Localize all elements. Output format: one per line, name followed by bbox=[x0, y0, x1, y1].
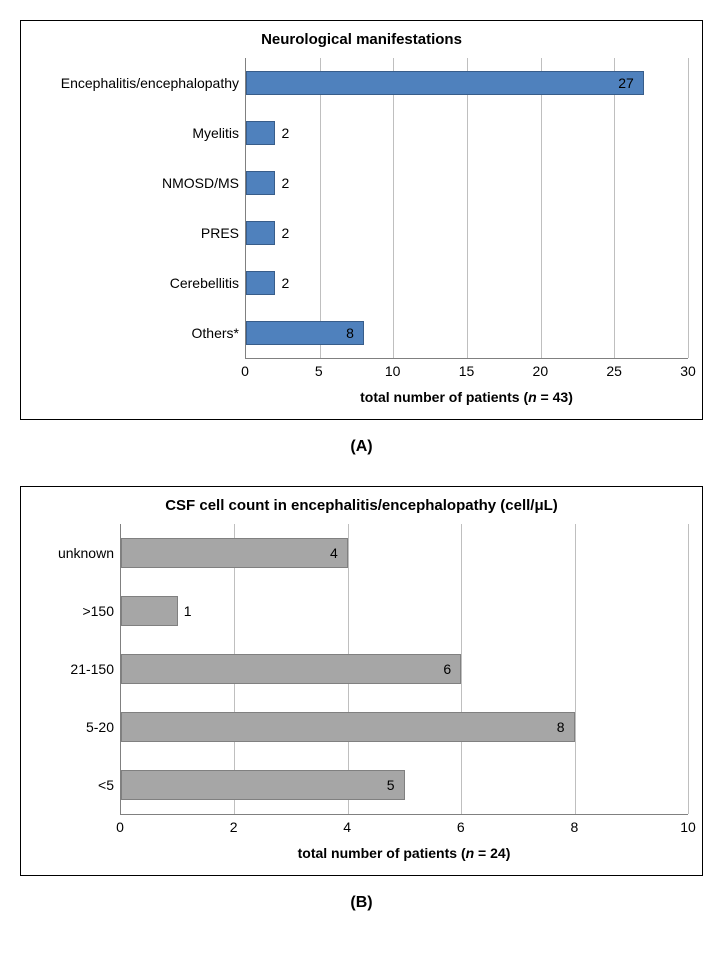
bar-value-label: 8 bbox=[346, 325, 354, 341]
chart-a-x-spacer bbox=[35, 359, 245, 387]
x-tick-label: 25 bbox=[606, 363, 622, 379]
bar bbox=[246, 171, 275, 195]
chart-b-x-axis: 0246810 bbox=[35, 815, 688, 843]
category-label: NMOSD/MS bbox=[35, 175, 245, 191]
x-tick-label: 30 bbox=[680, 363, 696, 379]
bar-value-label: 1 bbox=[184, 603, 192, 619]
category-label: PRES bbox=[35, 225, 245, 241]
category-label: >150 bbox=[35, 603, 120, 619]
category-label: unknown bbox=[35, 545, 120, 561]
bar-value-label: 2 bbox=[281, 225, 289, 241]
x-tick-label: 4 bbox=[343, 819, 351, 835]
chart-a-rows: Encephalitis/encephalopathy27Myelitis2NM… bbox=[35, 58, 688, 359]
bar bbox=[121, 538, 348, 568]
bar bbox=[121, 596, 178, 626]
x-tick-label: 2 bbox=[230, 819, 238, 835]
bar-value-label: 2 bbox=[281, 175, 289, 191]
bar-area: 2 bbox=[245, 108, 688, 158]
bar-area: 1 bbox=[120, 582, 688, 640]
chart-a-x-ticks: 051015202530 bbox=[245, 359, 688, 387]
bar-row: <5 5 bbox=[35, 756, 688, 814]
bar-area: 8 bbox=[245, 308, 688, 358]
bar-area: 8 bbox=[120, 698, 688, 756]
chart-a-plot: Encephalitis/encephalopathy27Myelitis2NM… bbox=[35, 58, 688, 405]
bar-row: Myelitis 2 bbox=[35, 108, 688, 158]
bar-value-label: 2 bbox=[281, 275, 289, 291]
bar-row: Cerebellitis 2 bbox=[35, 258, 688, 308]
bar bbox=[246, 271, 275, 295]
bar bbox=[121, 712, 575, 742]
bar-area: 5 bbox=[120, 756, 688, 814]
bar-area: 6 bbox=[120, 640, 688, 698]
bar bbox=[121, 654, 461, 684]
category-label: <5 bbox=[35, 777, 120, 793]
x-tick-label: 5 bbox=[315, 363, 323, 379]
bar-row: NMOSD/MS 2 bbox=[35, 158, 688, 208]
x-tick-label: 0 bbox=[241, 363, 249, 379]
bar bbox=[121, 770, 405, 800]
bar-value-label: 2 bbox=[281, 125, 289, 141]
category-label: Others* bbox=[35, 325, 245, 341]
bar-row: 21-150 6 bbox=[35, 640, 688, 698]
chart-b-title: CSF cell count in encephalitis/encephalo… bbox=[35, 497, 688, 514]
bar bbox=[246, 121, 275, 145]
chart-b-panel-label: (B) bbox=[20, 894, 703, 912]
x-tick-label: 20 bbox=[533, 363, 549, 379]
x-tick-label: 15 bbox=[459, 363, 475, 379]
x-tick-label: 0 bbox=[116, 819, 124, 835]
bar-value-label: 27 bbox=[618, 75, 634, 91]
category-label: Encephalitis/encephalopathy bbox=[35, 75, 245, 91]
chart-b-x-spacer bbox=[35, 815, 120, 843]
bar-area: 2 bbox=[245, 258, 688, 308]
bar bbox=[246, 221, 275, 245]
category-label: 21-150 bbox=[35, 661, 120, 677]
chart-b-container: CSF cell count in encephalitis/encephalo… bbox=[20, 486, 703, 876]
x-tick-label: 10 bbox=[680, 819, 696, 835]
chart-a-panel-label: (A) bbox=[20, 438, 703, 456]
category-label: 5-20 bbox=[35, 719, 120, 735]
bar-value-label: 4 bbox=[330, 545, 338, 561]
category-label: Myelitis bbox=[35, 125, 245, 141]
bar-area: 27 bbox=[245, 58, 688, 108]
bar-area: 2 bbox=[245, 158, 688, 208]
chart-b-rows: unknown 4 >150 1 21-150 6 5-20 8 <5 5 bbox=[35, 524, 688, 815]
bar-value-label: 8 bbox=[557, 719, 565, 735]
category-label: Cerebellitis bbox=[35, 275, 245, 291]
bar-area: 2 bbox=[245, 208, 688, 258]
chart-b-plot: unknown4>150121-15065-208<55 0246810 tot… bbox=[35, 524, 688, 861]
bar-row: 5-20 8 bbox=[35, 698, 688, 756]
bar-row: Others* 8 bbox=[35, 308, 688, 358]
bar-value-label: 6 bbox=[443, 661, 451, 677]
x-tick-label: 10 bbox=[385, 363, 401, 379]
bar-row: Encephalitis/encephalopathy 27 bbox=[35, 58, 688, 108]
chart-a-x-label: total number of patients (n = 43) bbox=[245, 389, 688, 405]
x-tick-label: 6 bbox=[457, 819, 465, 835]
chart-a-x-axis: 051015202530 bbox=[35, 359, 688, 387]
bar-row: PRES 2 bbox=[35, 208, 688, 258]
chart-b-x-label: total number of patients (n = 24) bbox=[120, 845, 688, 861]
bar-row: unknown 4 bbox=[35, 524, 688, 582]
chart-b-x-ticks: 0246810 bbox=[120, 815, 688, 843]
bar-row: >150 1 bbox=[35, 582, 688, 640]
chart-a-title: Neurological manifestations bbox=[35, 31, 688, 48]
chart-a-container: Neurological manifestations Encephalitis… bbox=[20, 20, 703, 420]
bar bbox=[246, 71, 644, 95]
x-tick-label: 8 bbox=[570, 819, 578, 835]
bar-area: 4 bbox=[120, 524, 688, 582]
bar-value-label: 5 bbox=[387, 777, 395, 793]
